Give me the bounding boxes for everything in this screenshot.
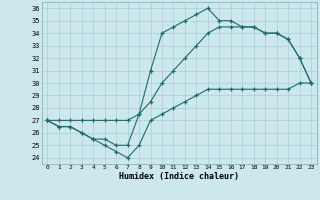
X-axis label: Humidex (Indice chaleur): Humidex (Indice chaleur) — [119, 172, 239, 181]
